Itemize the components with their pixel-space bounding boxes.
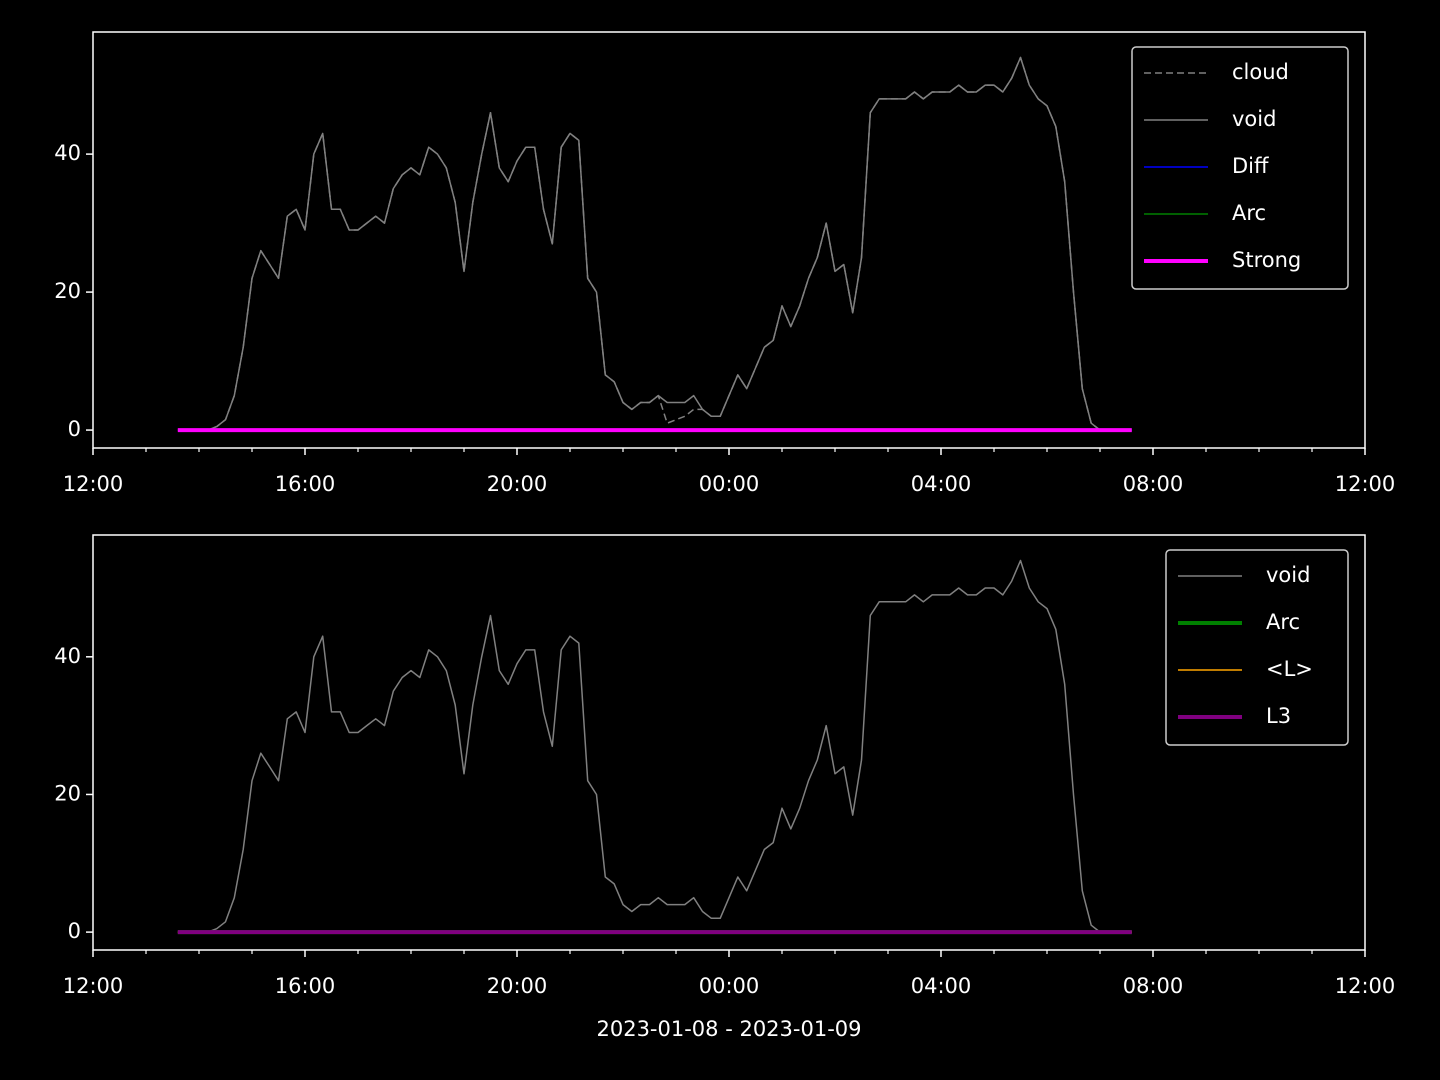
legend-label: Arc [1232, 201, 1266, 225]
x-tick-label: 20:00 [487, 974, 548, 998]
series-line [181, 56, 1101, 431]
x-tick-label: 12:00 [63, 472, 124, 496]
x-tick-label: 08:00 [1123, 472, 1184, 496]
x-tick-label: 12:00 [63, 974, 124, 998]
legend: cloud void Diff Arc Strong [1131, 46, 1349, 290]
x-tick-label: 16:00 [275, 472, 336, 496]
legend-box [1165, 549, 1349, 746]
x-tick-label: 20:00 [487, 472, 548, 496]
x-tick-label: 04:00 [911, 974, 972, 998]
legend-label: cloud [1232, 60, 1289, 84]
x-tick-label: 12:00 [1335, 472, 1396, 496]
series-line [181, 559, 1101, 933]
y-tick-label: 40 [54, 644, 81, 668]
x-tick-label: 12:00 [1335, 974, 1396, 998]
y-tick-label: 20 [54, 781, 81, 805]
x-tick-label: 08:00 [1123, 974, 1184, 998]
x-axis-label: 2023-01-08 - 2023-01-09 [596, 1017, 861, 1041]
legend-label: Diff [1232, 154, 1269, 178]
x-tick-label: 04:00 [911, 472, 972, 496]
x-tick-label: 16:00 [275, 974, 336, 998]
legend: void Arc <L> L3 [1165, 549, 1349, 746]
y-tick-label: 0 [68, 919, 81, 943]
legend-label: void [1232, 107, 1276, 131]
x-tick-label: 00:00 [699, 472, 760, 496]
y-tick-label: 40 [54, 141, 81, 165]
legend-box [1131, 46, 1349, 290]
x-tick-label: 00:00 [699, 974, 760, 998]
legend-label: Strong [1232, 248, 1301, 272]
legend-label: Arc [1266, 610, 1300, 634]
legend-label: void [1266, 563, 1310, 587]
legend-label: <L> [1266, 657, 1313, 681]
legend-label: L3 [1266, 704, 1291, 728]
y-tick-label: 0 [68, 417, 81, 441]
y-tick-label: 20 [54, 279, 81, 303]
